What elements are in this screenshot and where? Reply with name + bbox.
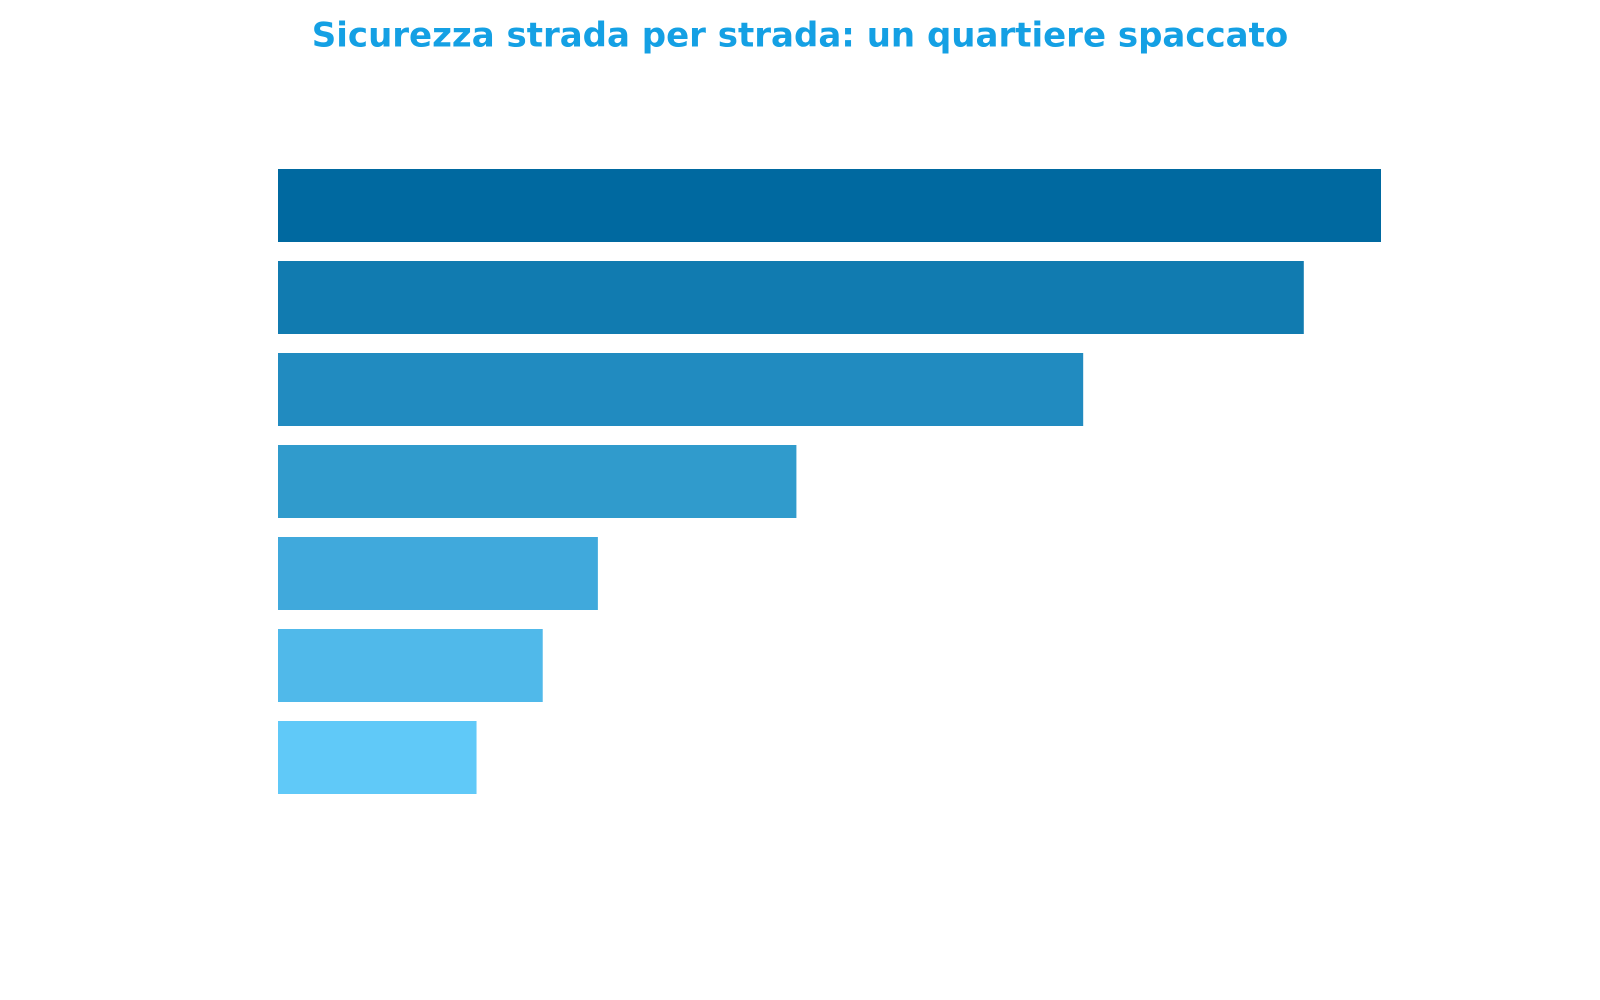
bar xyxy=(278,721,477,794)
chart-title: Sicurezza strada per strada: un quartier… xyxy=(312,16,1288,56)
bar xyxy=(278,353,1084,426)
bar xyxy=(278,537,598,610)
bar xyxy=(278,169,1381,242)
bar xyxy=(278,261,1304,334)
bar xyxy=(278,629,543,702)
bar xyxy=(278,445,797,518)
